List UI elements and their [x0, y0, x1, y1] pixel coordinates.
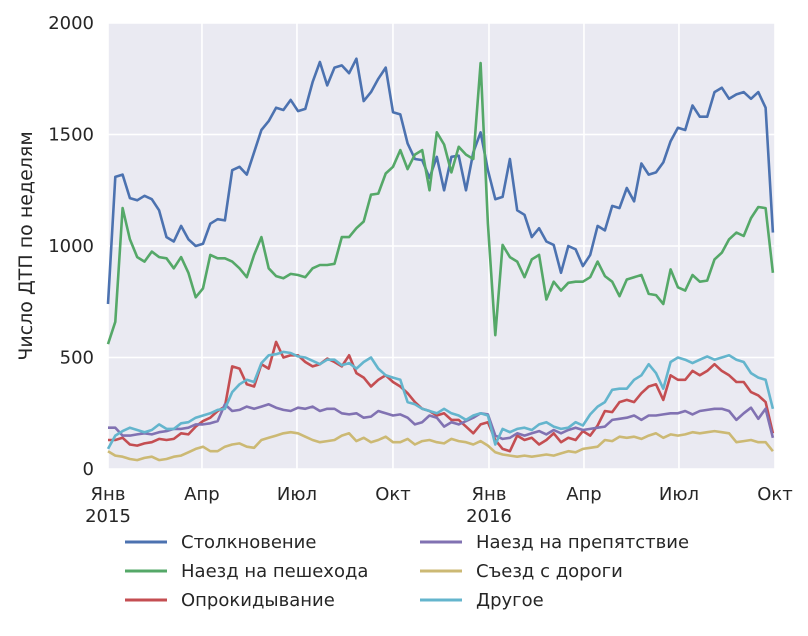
legend-label: Другое [476, 590, 544, 611]
legend: Столкновение Наезд на пешехода Опрокидыван… [125, 532, 689, 611]
series-line-4 [108, 402, 775, 441]
legend-label: Наезд на препятствие [476, 532, 689, 553]
x-tick-label: Апр [184, 484, 220, 505]
x-tick-year-label: 2015 [85, 506, 131, 527]
x-tick-label: Янв [91, 484, 126, 505]
x-tick-label: Апр [566, 484, 602, 505]
y-tick-label: 1000 [48, 236, 94, 257]
legend-label: Опрокидывание [181, 590, 335, 611]
series-lines [106, 57, 775, 462]
series-line-5 [107, 429, 774, 462]
legend-label: Столкновение [181, 532, 316, 553]
y-tick-label: 0 [83, 459, 94, 480]
y-tick-label: 500 [60, 348, 94, 369]
y-axis-title: Число ДТП по неделям [15, 131, 37, 360]
x-tick-label: Окт [757, 484, 793, 505]
x-tick-label: Окт [375, 484, 411, 505]
x-tick-label: Июл [659, 484, 699, 505]
y-tick-label: 2000 [48, 13, 94, 34]
x-tick-year-label: 2016 [466, 506, 512, 527]
y-axis-ticks: 0 500 1000 1500 2000 [48, 13, 94, 480]
series-line-2 [106, 61, 775, 345]
series-line-6 [106, 350, 775, 450]
x-tick-label: Июл [277, 484, 317, 505]
y-tick-label: 1500 [48, 125, 94, 146]
legend-label: Съезд с дороги [476, 561, 623, 582]
legend-label: Наезд на пешехода [181, 561, 368, 582]
series-line-1 [106, 57, 775, 305]
x-tick-label: Янв [472, 484, 507, 505]
